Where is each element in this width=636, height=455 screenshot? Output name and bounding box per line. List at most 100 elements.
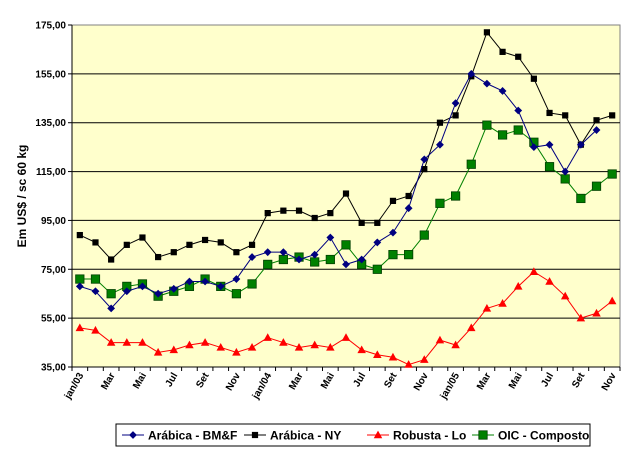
legend-label: Arábica - BM&F	[148, 429, 237, 443]
series-1	[75, 69, 601, 313]
data-point	[279, 248, 288, 257]
data-point	[231, 289, 241, 299]
data-point	[483, 79, 491, 88]
data-point	[75, 323, 85, 332]
data-point	[201, 277, 209, 286]
data-point	[482, 120, 492, 130]
data-point	[404, 250, 414, 260]
data-point	[513, 125, 523, 135]
legend-marker	[373, 430, 383, 439]
data-point	[497, 130, 508, 140]
data-point	[561, 167, 570, 176]
data-point	[185, 277, 194, 286]
data-point	[419, 230, 429, 240]
series-2	[76, 29, 616, 263]
data-point	[310, 340, 319, 349]
data-point	[327, 210, 334, 217]
data-point	[421, 166, 428, 173]
data-point	[404, 204, 413, 213]
legend-item: OIC - Composto	[472, 429, 589, 443]
data-point	[201, 236, 209, 244]
data-point	[232, 275, 241, 283]
y-tick-label: 75,00	[41, 265, 66, 276]
legend-label: Robusta - Lo	[393, 429, 466, 443]
data-point	[341, 240, 351, 250]
y-tick-label: 55,00	[41, 314, 66, 325]
data-point	[357, 345, 366, 354]
y-tick-label: 115,00	[36, 167, 66, 178]
data-point	[341, 333, 351, 341]
data-point	[607, 169, 617, 179]
data-point	[342, 260, 350, 269]
data-point	[389, 228, 397, 237]
data-point	[186, 241, 193, 248]
data-point	[263, 259, 273, 270]
data-point	[280, 207, 287, 214]
data-point	[592, 308, 601, 317]
data-point	[155, 253, 162, 261]
data-point	[154, 289, 163, 298]
gridlines	[72, 73, 620, 319]
series-line	[79, 73, 597, 310]
data-point	[90, 274, 101, 284]
data-point	[545, 277, 554, 285]
data-point	[92, 239, 99, 246]
data-point	[482, 303, 492, 312]
data-point	[388, 250, 398, 260]
data-point	[91, 287, 100, 296]
data-point	[295, 207, 303, 214]
data-point	[420, 155, 429, 164]
data-point	[295, 255, 303, 264]
data-point	[185, 340, 194, 349]
y-tick-label: 155,00	[35, 69, 66, 80]
data-point	[138, 282, 147, 291]
data-point	[451, 340, 460, 349]
y-tick-label: 35,00	[41, 363, 66, 374]
data-point	[326, 233, 335, 242]
data-point	[404, 360, 413, 368]
data-point	[75, 274, 85, 284]
data-point	[170, 249, 177, 256]
data-point	[263, 248, 272, 257]
data-point	[107, 304, 116, 313]
series	[75, 29, 617, 368]
legend-box	[115, 423, 591, 447]
data-point	[452, 112, 459, 119]
legend-item: Arábica - BM&F	[122, 429, 237, 443]
data-point	[216, 282, 225, 291]
legend: Arábica - BM&F Arábica - NY Robusta - Lo OI…	[115, 423, 591, 447]
data-point	[562, 112, 569, 119]
data-point	[248, 253, 256, 261]
y-axis: 35,00 55,00 75,00 95,00 115,00 135,00 155,00 17…	[35, 21, 73, 374]
data-point	[436, 140, 444, 149]
data-point	[106, 289, 116, 299]
data-point	[263, 333, 272, 341]
legend-marker	[251, 431, 259, 439]
data-point	[106, 338, 116, 346]
data-point	[374, 219, 381, 226]
data-point	[91, 325, 100, 334]
data-point	[123, 241, 130, 248]
data-point	[372, 264, 382, 274]
data-point	[373, 238, 382, 247]
y-tick-label: 95,00	[41, 216, 66, 227]
data-point	[498, 299, 507, 307]
data-point	[593, 117, 600, 124]
data-point	[529, 143, 538, 152]
data-point	[389, 197, 397, 204]
data-point	[358, 219, 365, 226]
legend-item: Robusta - Lo	[367, 429, 466, 443]
data-point	[279, 338, 288, 346]
data-point	[326, 343, 335, 351]
data-point	[592, 126, 601, 134]
data-point	[451, 99, 460, 108]
data-point	[122, 338, 132, 346]
data-point	[200, 338, 210, 346]
data-point	[278, 254, 288, 265]
data-point	[435, 335, 445, 344]
data-point	[544, 162, 555, 172]
data-point	[607, 296, 617, 305]
legend-marker	[129, 431, 137, 439]
